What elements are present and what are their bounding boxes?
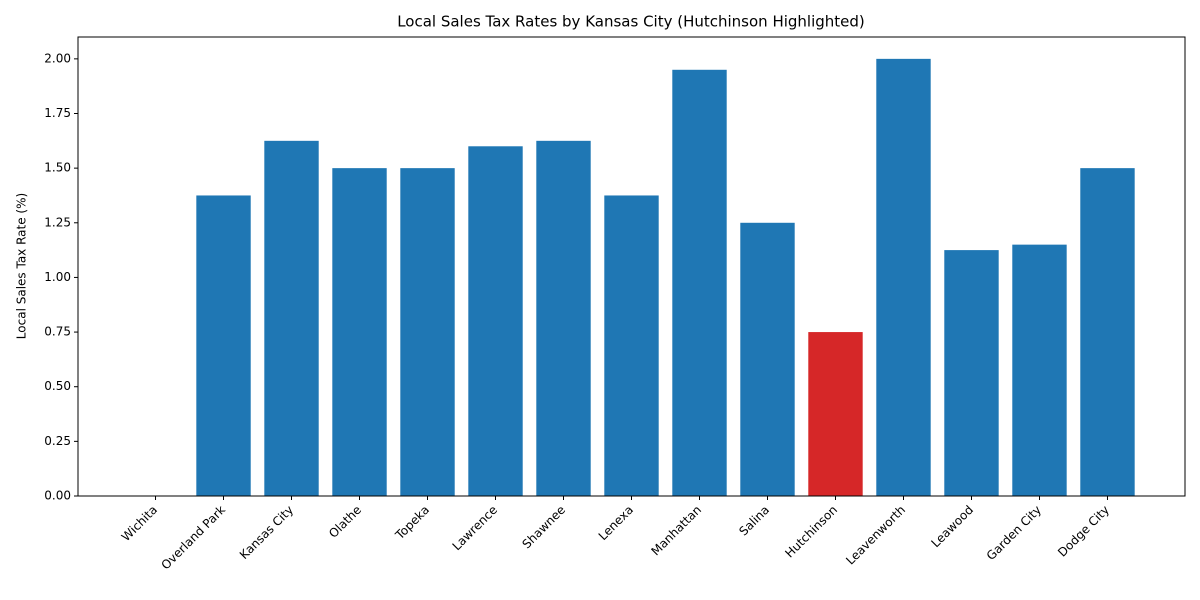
bar [332,168,387,496]
x-tick-label: Lawrence [450,503,501,554]
bar [740,222,795,497]
x-tick-label: Kansas City [237,503,296,562]
x-tick-label: Dodge City [1055,503,1112,560]
x-tick-label: Leawood [928,503,976,551]
x-tick-label: Salina [736,503,772,539]
chart-title: Local Sales Tax Rates by Kansas City (Hu… [397,13,865,31]
bar [536,140,591,497]
x-tick-label: Garden City [984,503,1044,563]
x-tick-label: Topeka [392,503,432,543]
y-tick-label: 2.00 [44,51,71,65]
x-tick-label: Hutchinson [782,503,840,561]
y-tick-label: 1.00 [44,270,71,284]
y-axis-label: Local Sales Tax Rate (%) [15,193,29,339]
bar [196,195,251,496]
bar [264,140,319,497]
x-tick-label: Overland Park [158,503,228,573]
y-tick-label: 0.75 [44,325,71,339]
bar [468,146,523,497]
bar [808,332,863,496]
y-tick-label: 0.50 [44,379,71,393]
x-tick-label: Leavenworth [843,503,908,568]
bar [944,250,999,496]
bar [1012,244,1067,496]
bar [400,168,455,496]
y-tick-label: 0.25 [44,434,71,448]
plot-frame [77,36,1186,497]
bar [876,58,931,496]
y-tick-label: 1.75 [44,106,71,120]
x-tick-label: Wichita [119,503,160,544]
x-tick-label: Lenexa [596,503,636,543]
y-tick-label: 1.50 [44,161,71,175]
x-tick-label: Manhattan [648,503,704,559]
y-tick-label: 1.25 [44,215,71,229]
bar [604,195,659,496]
x-tick-label: Shawnee [519,503,568,552]
bar [1080,168,1135,496]
x-tick-label: Olathe [326,503,364,541]
bar [672,69,727,497]
y-tick-label: 0.00 [44,489,71,503]
